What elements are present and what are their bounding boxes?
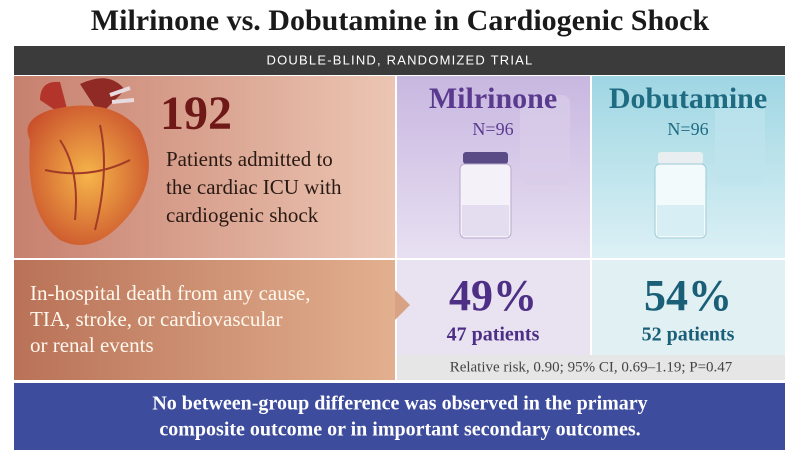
conclusion-bar [14,383,785,450]
population-count: 192 [160,87,232,140]
outcome-panel [14,260,395,380]
arm-n: N=96 [472,119,513,139]
heart-illustration [27,78,149,245]
vial-dobutamine [654,95,765,239]
statistics: Relative risk, 0.90; 95% CI, 0.69–1.19; … [450,359,733,375]
population-text: Patients admitted to [166,147,333,171]
conclusion-text: composite outcome or in important second… [159,419,640,441]
dobutamine-result-panel [592,260,785,355]
title: Milrinone vs. Dobutamine in Cardiogenic … [91,4,710,37]
outcome-text: TIA, stroke, or cardiovascular [30,307,282,331]
arm-result: 49% [449,271,537,320]
statistics-panel [397,355,785,380]
arrow [395,290,410,320]
arm-patients: 52 patients [642,324,735,346]
subtitle-bar [14,46,785,75]
subtitle: DOUBLE-BLIND, RANDOMIZED TRIAL [267,52,534,67]
arm-patients: 47 patients [447,324,540,346]
vial-milrinone [459,95,570,239]
population-text: the cardiac ICU with [166,175,342,199]
arm-name: Milrinone [429,82,557,115]
population-text: cardiogenic shock [166,203,319,227]
arm-n: N=96 [667,119,708,139]
outcome-text: or renal events [30,333,154,357]
arm-name: Dobutamine [609,82,767,115]
arm-result: 54% [644,271,732,320]
milrinone-result-panel [397,260,590,355]
outcome-text: In-hospital death from any cause, [30,281,311,305]
conclusion-text: No between-group difference was observed… [152,393,647,415]
